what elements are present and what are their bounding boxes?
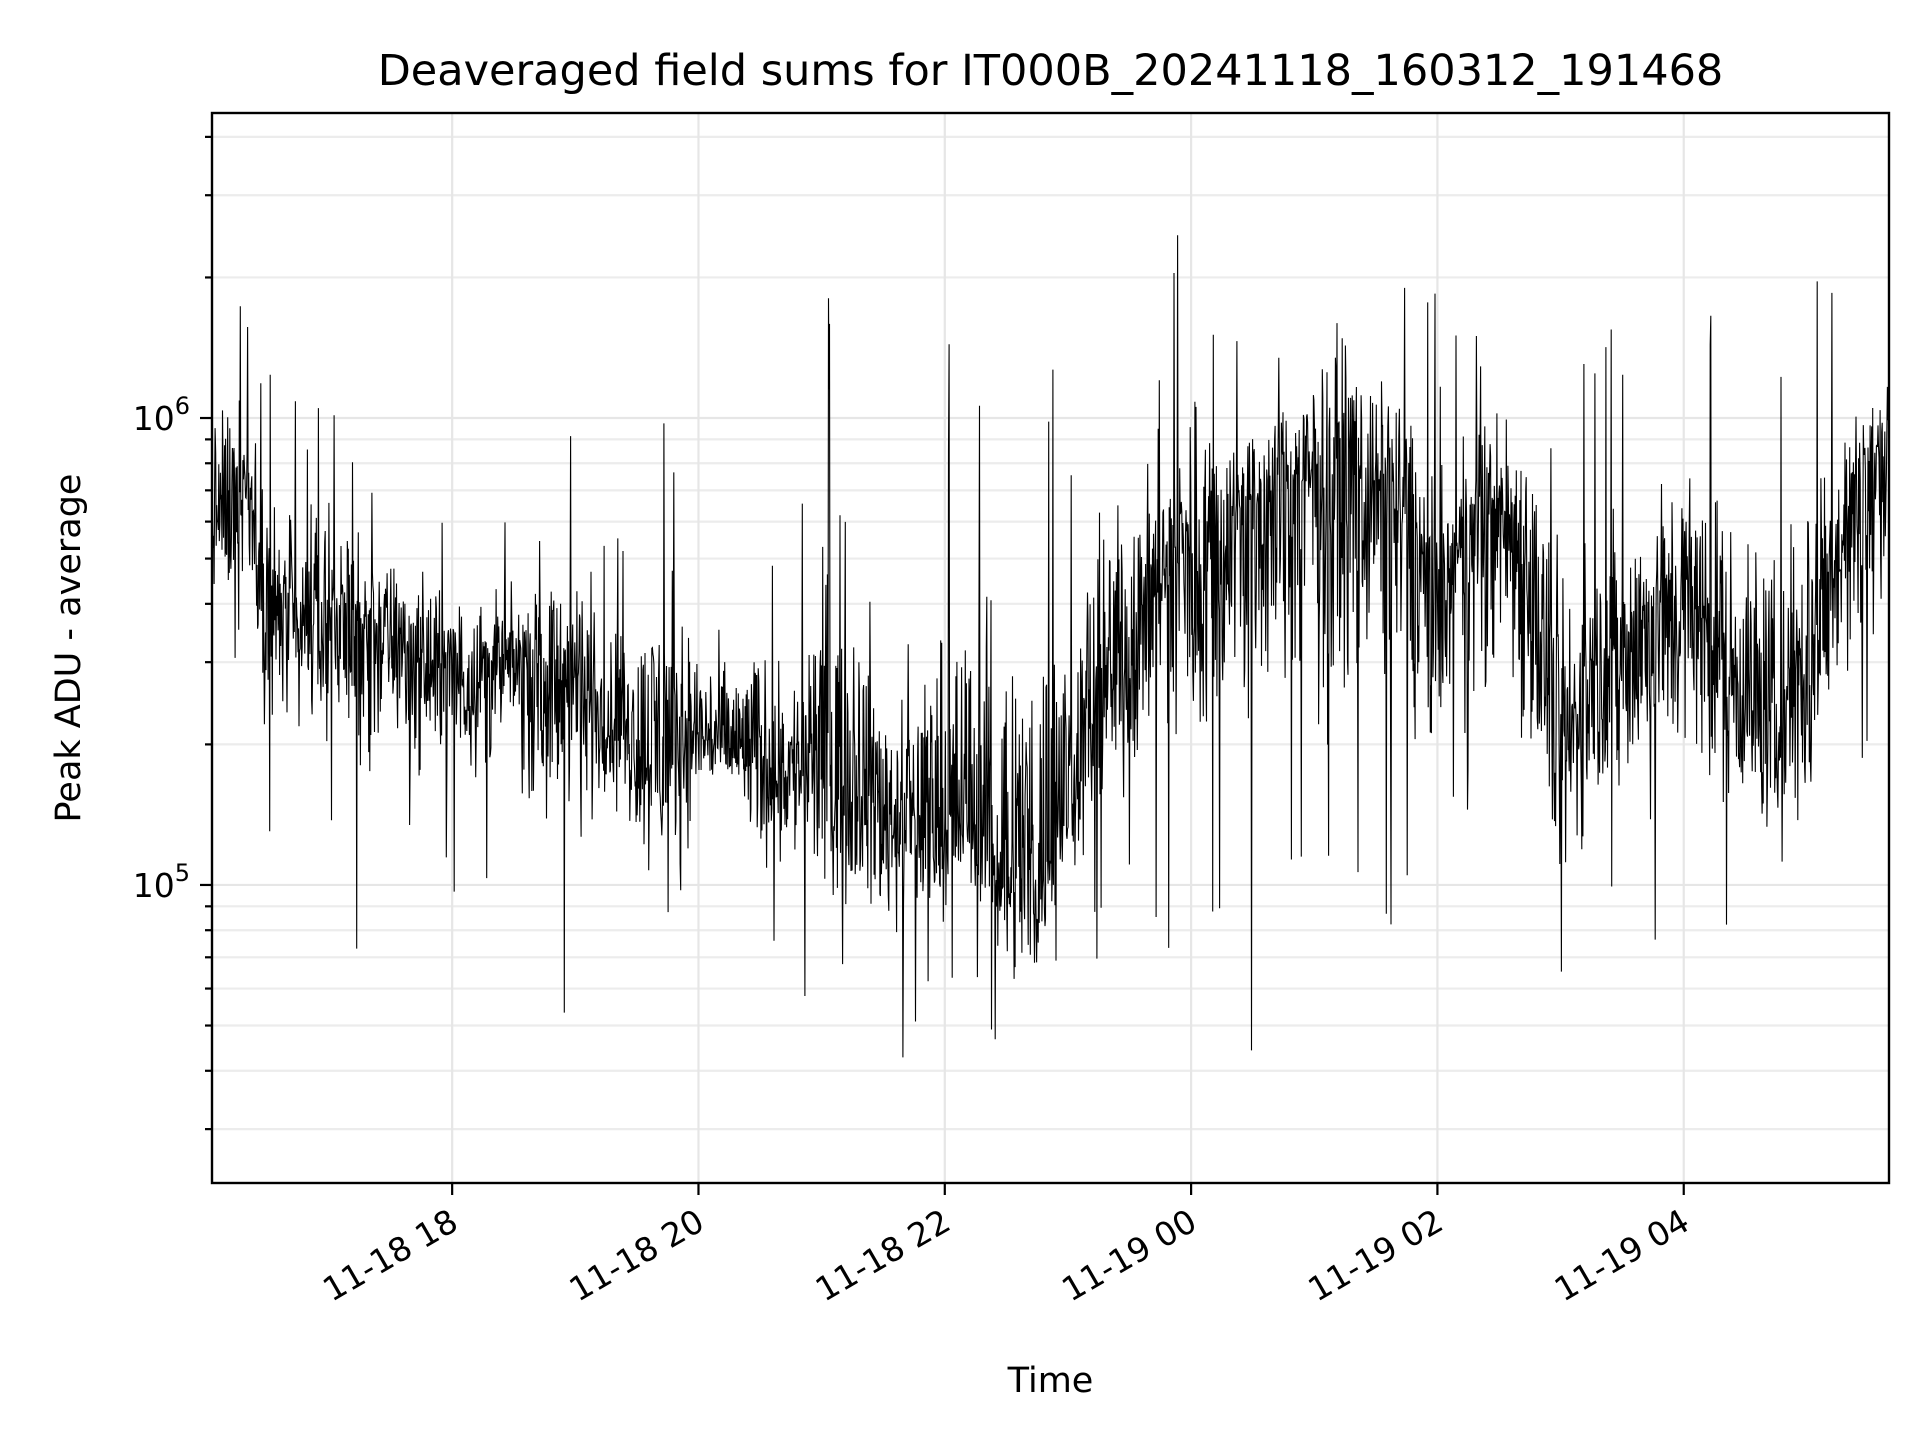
y-tick-label: 106 (133, 392, 190, 438)
x-axis-label: Time (1007, 1361, 1094, 1401)
y-tick-label: 105 (133, 859, 190, 905)
plot-frame (210, 111, 1891, 1185)
y-axis-label: Peak ADU - average (49, 474, 89, 823)
chart-title: Deaveraged field sums for IT000B_2024111… (378, 46, 1724, 96)
grid (212, 113, 1889, 1183)
data-series (211, 235, 1890, 1058)
series-line-0 (211, 235, 1890, 1058)
